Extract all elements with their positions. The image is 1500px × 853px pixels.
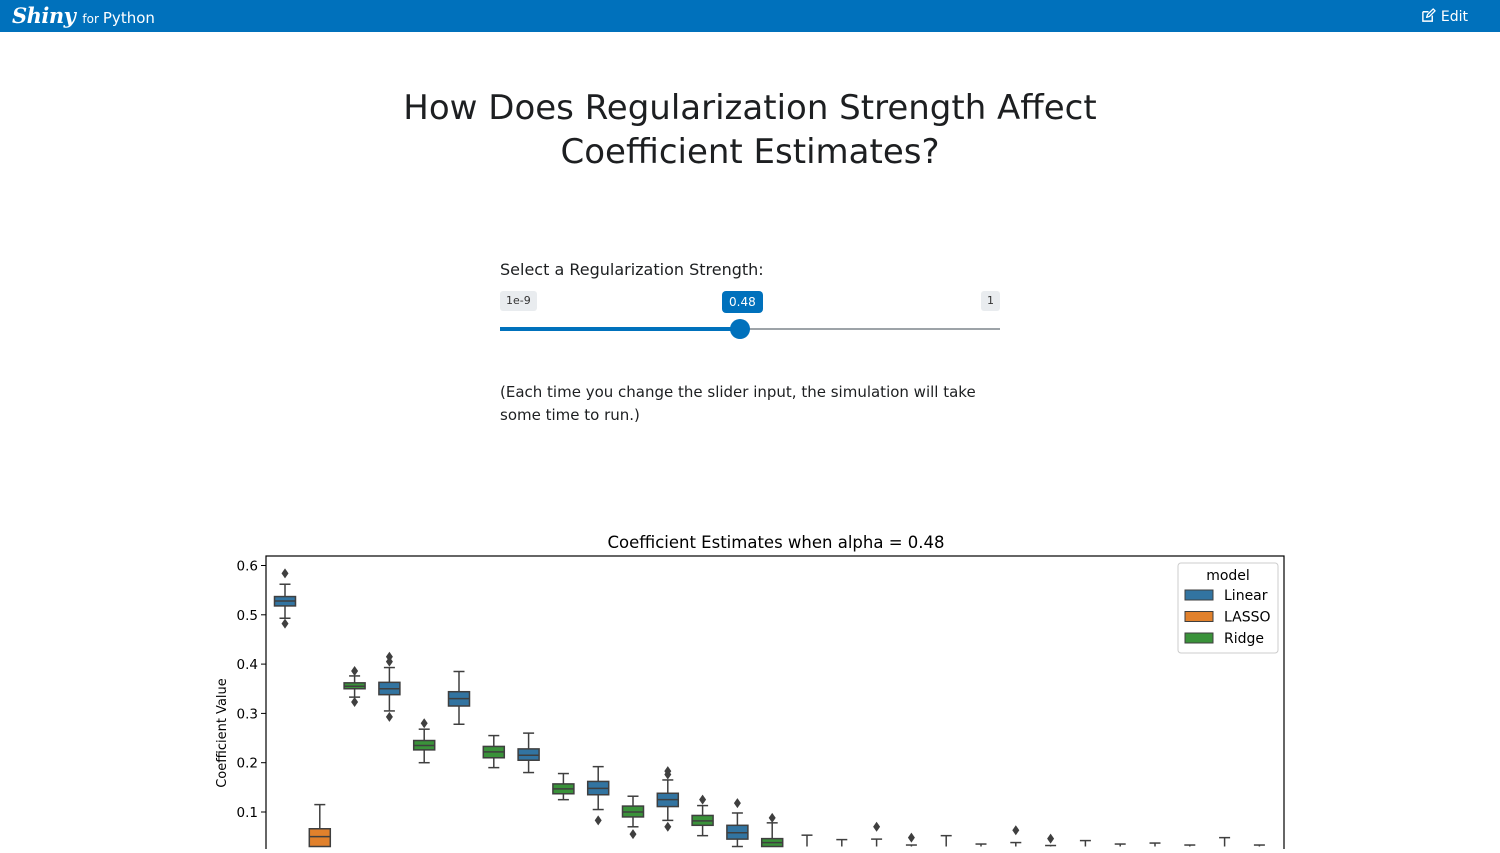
legend-swatch (1184, 589, 1214, 601)
slider-value-badge: 0.48 (722, 291, 763, 313)
simulation-note: (Each time you change the slider input, … (500, 383, 976, 424)
box-flier (281, 618, 289, 629)
legend-label: Linear (1224, 588, 1268, 604)
slider-handle[interactable] (730, 319, 750, 339)
slider-label: Select a Regularization Strength: (500, 260, 764, 279)
page-title-line1: How Does Regularization Strength Affect (403, 88, 1097, 128)
chart-title: Coefficient Estimates when alpha = 0.48 (607, 533, 944, 552)
legend-box (1177, 562, 1279, 654)
legend-title: model (1206, 568, 1250, 584)
brand-python: Python (102, 9, 155, 27)
slider-max-label: 1 (981, 291, 1000, 311)
shiny-logo: Shiny (12, 3, 76, 28)
legend-swatch (1184, 611, 1214, 622)
edit-button[interactable]: Edit (1421, 7, 1468, 27)
navbar: Shiny for Python Edit (0, 0, 1500, 32)
slider-min-label: 1e-9 (500, 291, 537, 311)
box-flier (733, 798, 741, 809)
box-flier (664, 769, 672, 780)
chart-ylabel: Coefficient Value (215, 678, 230, 788)
slider-track-fill (500, 327, 740, 331)
box-flier (699, 794, 707, 805)
box-flier (385, 711, 393, 722)
chart-svg: Coefficient Estimates when alpha = 0.48 C… (215, 533, 1285, 853)
y-tick-label: 0.4 (237, 657, 258, 673)
box-flier (664, 821, 672, 832)
box-flier (907, 832, 915, 843)
edit-label: Edit (1440, 9, 1468, 25)
edit-icon (1421, 7, 1436, 27)
box-flier (281, 568, 289, 579)
box-flier (351, 666, 359, 677)
brand-for: for (82, 12, 99, 26)
page-title: How Does Regularization Strength Affect C… (350, 86, 1150, 174)
box-flier (385, 656, 393, 667)
box-flier (1012, 825, 1020, 836)
box-flier (1047, 833, 1055, 844)
slider-track[interactable] (500, 328, 1000, 330)
box-flier (351, 697, 359, 708)
y-tick-label: 0.6 (237, 559, 258, 575)
y-tick-label: 0.5 (237, 608, 258, 624)
box-flier (768, 812, 776, 823)
legend-label: LASSO (1224, 610, 1271, 626)
coefficient-chart: Coefficient Estimates when alpha = 0.48 C… (200, 525, 1300, 853)
page-title-line2: Coefficient Estimates? (560, 132, 940, 172)
y-tick-label: 0.3 (237, 706, 258, 722)
plot-frame (265, 555, 1285, 853)
box-flier (594, 815, 602, 826)
y-tick-label: 0.1 (237, 805, 258, 821)
brand[interactable]: Shiny for Python (12, 2, 155, 30)
legend-swatch (1184, 632, 1214, 644)
box-flier (629, 829, 637, 840)
box-flier (873, 821, 881, 832)
box-body (308, 828, 332, 848)
box-flier (420, 718, 428, 729)
y-tick-label: 0.2 (237, 756, 258, 772)
brand-subtitle: for Python (82, 4, 155, 33)
legend-label: Ridge (1224, 631, 1264, 647)
